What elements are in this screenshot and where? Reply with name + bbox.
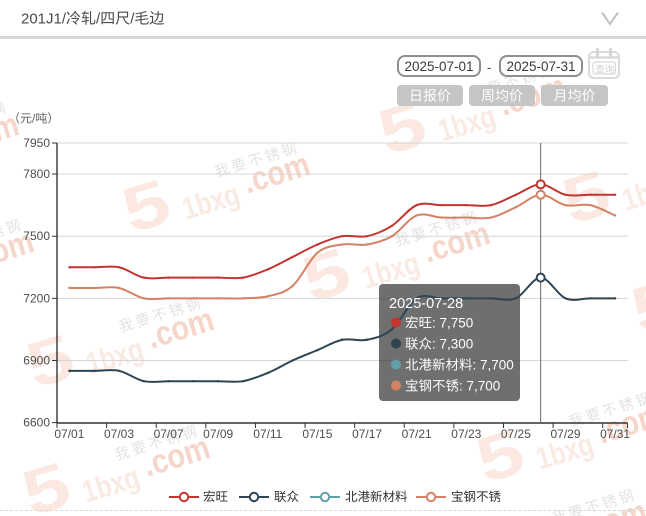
svg-text:07/15: 07/15	[302, 427, 332, 441]
svg-text:6900: 6900	[23, 353, 50, 367]
svg-text:07/03: 07/03	[104, 427, 134, 441]
svg-text:07/17: 07/17	[352, 427, 382, 441]
svg-text:: 7,700: : 7,700	[473, 358, 514, 373]
svg-text:: 7,300: : 7,300	[432, 337, 473, 352]
svg-text:7200: 7200	[23, 291, 50, 305]
svg-text:07/25: 07/25	[501, 427, 531, 441]
svg-text:/: /	[32, 112, 36, 126]
svg-text:07/29: 07/29	[550, 427, 580, 441]
svg-text:07/01: 07/01	[54, 427, 84, 441]
svg-text:7800: 7800	[23, 167, 50, 181]
svg-text:/: /	[96, 11, 101, 28]
svg-text:7500: 7500	[23, 229, 50, 243]
svg-text:07/23: 07/23	[451, 427, 481, 441]
svg-text:07/09: 07/09	[203, 427, 233, 441]
svg-text:7950: 7950	[23, 136, 50, 150]
svg-text:6600: 6600	[23, 416, 50, 430]
svg-text:07/11: 07/11	[253, 427, 282, 441]
svg-text:201J1/: 201J1/	[21, 11, 67, 28]
svg-text:07/31: 07/31	[600, 427, 630, 441]
svg-text:07/07: 07/07	[154, 427, 184, 441]
svg-text:: 7,700: : 7,700	[459, 379, 500, 394]
svg-text:: 7,750: : 7,750	[432, 316, 473, 331]
svg-text:07/21: 07/21	[402, 427, 432, 441]
svg-text:/: /	[130, 11, 135, 28]
svg-text:2025-07-28: 2025-07-28	[389, 296, 463, 312]
